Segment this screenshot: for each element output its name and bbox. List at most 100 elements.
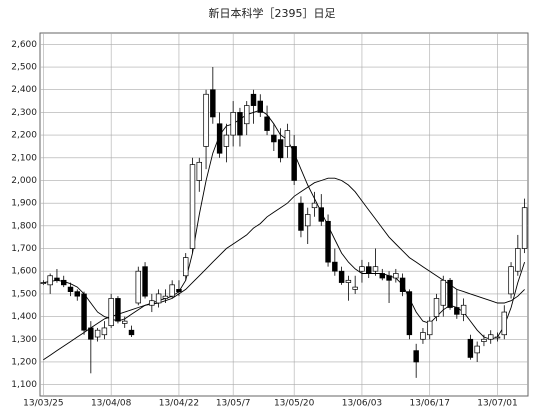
candle-body <box>250 93 257 106</box>
candle-body <box>352 286 358 290</box>
candle-body <box>135 270 141 304</box>
y-tick-label: 1,300 <box>11 335 37 345</box>
x-tick-label: 13/05/7 <box>216 399 251 409</box>
y-tick-label: 1,400 <box>11 312 37 322</box>
candle-body <box>94 329 101 338</box>
candle-body <box>420 332 426 340</box>
candle-body <box>298 202 304 231</box>
moving-average-line <box>43 177 525 361</box>
x-tick-label: 13/06/03 <box>342 399 382 409</box>
candle-body <box>338 270 345 283</box>
candle-body <box>128 329 135 336</box>
candle-body <box>447 279 453 308</box>
x-tick-label: 13/04/08 <box>91 399 132 409</box>
candle-body <box>60 279 67 286</box>
candle-body <box>305 214 311 227</box>
y-tick-label: 1,800 <box>11 221 37 231</box>
candle-body <box>257 100 263 113</box>
candle-body <box>54 277 60 281</box>
y-tick-label: 1,600 <box>11 267 37 277</box>
candle-body <box>481 338 487 342</box>
candle-body <box>264 116 270 131</box>
candle-body <box>366 266 372 274</box>
x-tick-label: 13/04/22 <box>159 399 199 409</box>
y-tick-label: 1,500 <box>11 289 37 299</box>
candle-body <box>155 293 162 304</box>
candle-body <box>284 130 291 147</box>
chart-title: 新日本科学［2395］日足 <box>209 6 336 20</box>
candle-body <box>379 273 385 279</box>
candle-body <box>47 275 53 286</box>
y-tick-label: 2,400 <box>11 85 37 95</box>
candle-body <box>40 282 47 284</box>
candle-body <box>189 164 196 249</box>
candle-body <box>121 320 128 324</box>
candle-body <box>244 105 250 125</box>
candle-body <box>325 220 331 263</box>
candle-body <box>237 112 243 136</box>
candle-body <box>101 327 108 336</box>
candle-body <box>223 134 230 147</box>
candle-body <box>332 261 338 272</box>
candle-body <box>359 266 365 272</box>
y-tick-label: 2,500 <box>11 63 37 73</box>
y-tick-label: 2,000 <box>11 176 37 186</box>
candle-body <box>488 334 494 340</box>
y-tick-label: 2,100 <box>11 153 37 163</box>
candle-body <box>474 345 480 354</box>
candle-body <box>433 298 440 317</box>
candle-body <box>162 295 169 299</box>
y-tick-label: 2,200 <box>11 131 37 141</box>
candle-body <box>183 257 189 277</box>
candle-body <box>176 289 182 292</box>
candle-body <box>521 207 528 249</box>
candle-body <box>311 202 318 209</box>
candle-body <box>115 298 121 322</box>
candle-body <box>508 266 514 295</box>
candle-body <box>203 93 209 147</box>
candle-body <box>149 300 155 306</box>
candle-body <box>108 298 114 327</box>
moving-average-line <box>43 109 526 340</box>
candle-body <box>460 304 467 315</box>
candle-body <box>81 293 87 331</box>
candle-body <box>67 286 74 292</box>
candle-body <box>386 275 392 281</box>
candle-body <box>345 279 352 283</box>
candle-body <box>440 279 446 306</box>
y-tick-label: 2,300 <box>11 108 37 118</box>
candle-body <box>515 248 521 272</box>
candle-body <box>399 277 406 292</box>
y-tick-label: 1,900 <box>11 199 37 209</box>
candle-body <box>277 139 284 159</box>
y-tick-label: 1,700 <box>11 244 37 254</box>
candle-body <box>454 307 460 315</box>
candle-body <box>88 327 94 340</box>
candle-body <box>169 284 175 297</box>
x-tick-label: 13/03/25 <box>23 399 63 409</box>
candle-body <box>467 338 474 358</box>
candle-body <box>74 291 81 297</box>
candle-body <box>230 112 236 136</box>
y-tick-label: 1,100 <box>11 380 37 390</box>
candle-body <box>393 273 399 279</box>
candle-body <box>216 123 223 154</box>
candle-body <box>142 266 148 297</box>
candle-body <box>372 266 379 272</box>
plot-frame <box>39 32 529 397</box>
candle-body <box>413 350 419 363</box>
candle-body <box>271 134 277 143</box>
candle-body <box>318 207 324 222</box>
candle-body <box>494 336 501 339</box>
candle-body <box>196 161 202 181</box>
x-tick-label: 13/07/01 <box>477 399 517 409</box>
y-tick-label: 1,200 <box>11 357 37 367</box>
candle-body <box>501 311 507 336</box>
x-tick-label: 13/06/17 <box>410 399 450 409</box>
candle-body <box>406 291 413 336</box>
x-tick-label: 13/05/20 <box>274 399 315 409</box>
candle-body <box>210 89 216 118</box>
y-tick-label: 2,600 <box>11 40 37 50</box>
candle-body <box>427 320 433 336</box>
